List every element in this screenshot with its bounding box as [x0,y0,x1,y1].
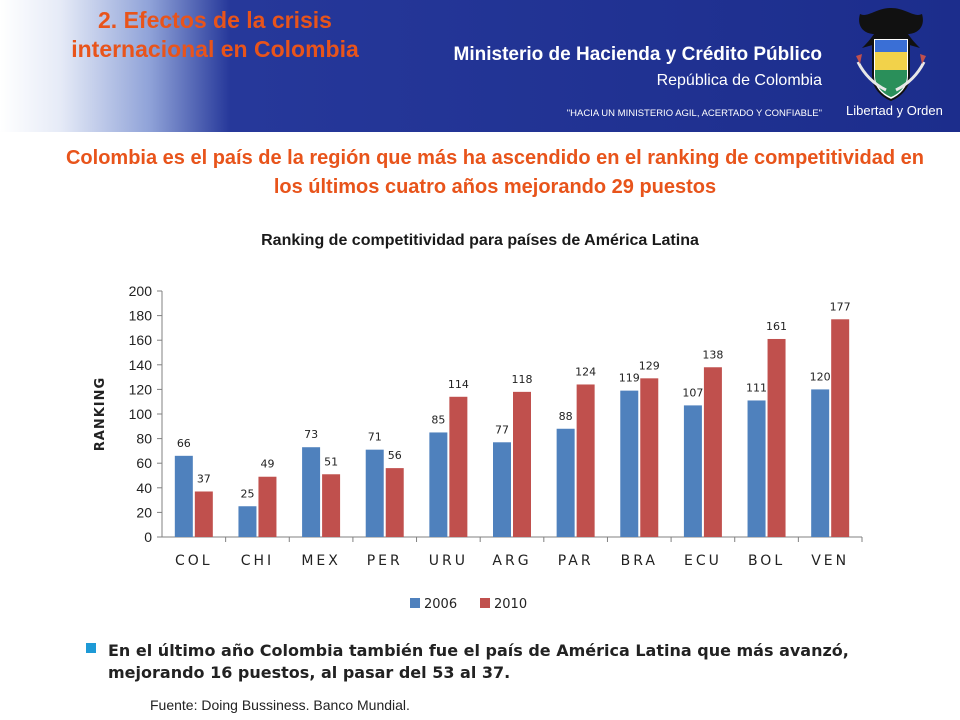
y-tick-label: 60 [136,455,152,471]
bar-2010-col [194,491,213,537]
legend-swatch-2006 [410,598,420,608]
y-axis-label: RANKING [93,377,108,451]
x-tick-label-col: COL [175,553,213,569]
x-tick-label-bra: BRA [621,553,658,569]
ministry-country: República de Colombia [656,72,822,89]
x-tick-label-uru: URU [429,553,468,569]
data-label-2006-ecu: 107 [682,386,703,399]
bar-2010-uru [449,396,468,537]
y-tick-label: 100 [129,406,153,422]
data-label-2010-per: 56 [388,449,402,462]
x-tick-label-par: PAR [558,553,594,569]
bar-2006-per [365,449,384,537]
bar-2006-bol [747,400,766,537]
bar-2006-ven [811,389,830,537]
coat-of-arms-icon [856,8,926,102]
bar-2010-par [576,384,595,537]
ministry-name: Ministerio de Hacienda y Crédito Público [453,44,822,65]
data-label-2006-uru: 85 [431,413,445,426]
headline: Colombia es el país de la región que más… [65,147,924,198]
data-label-2010-chi: 49 [260,458,274,471]
x-tick-label-mex: MEX [301,553,341,569]
bar-2010-chi [258,476,277,537]
data-label-2010-ecu: 138 [702,348,723,361]
y-tick-label: 120 [129,381,153,397]
legend-label-2010: 2010 [494,597,527,612]
data-label-2010-arg: 118 [512,373,533,386]
data-label-2010-mex: 51 [324,455,338,468]
bar-2010-per [385,468,404,537]
data-label-2010-bra: 129 [639,359,660,372]
legend-swatch-2010 [480,598,490,608]
y-tick-label: 180 [129,308,153,324]
section-title: 2. Efectos de la crisis internacional en… [71,7,359,62]
ministry-block: Ministerio de Hacienda y Crédito Público… [454,44,822,90]
data-label-2006-bol: 111 [746,381,767,394]
bar-2010-bol [767,338,786,537]
source-text: Fuente: Doing Bussiness. Banco Mundial. [150,697,410,713]
bar-2010-bra [640,378,659,537]
y-tick-label: 0 [144,529,152,545]
bar-2006-col [174,455,193,537]
bullet-marker-icon [86,643,96,653]
bar-chart: 0 20 40 60 80 100 120 140 160 180 200 RANKING COL 66 3… [93,283,863,612]
data-label-2010-ven: 177 [830,300,851,313]
x-tick-label-ven: VEN [811,553,849,569]
y-tick-label: 140 [129,357,153,373]
bar-2006-arg [493,442,511,537]
chart-title: Ranking de competitividad para países de… [261,232,699,249]
bar-2006-chi [238,506,257,537]
bar-2010-ecu [703,367,722,537]
data-label-2006-ven: 120 [810,370,831,383]
data-label-2006-per: 71 [368,431,382,444]
x-tick-label-arg: ARG [492,553,531,569]
x-tick-label-ecu: ECU [684,553,722,569]
x-tick-label-bol: BOL [748,553,785,569]
data-label-2006-arg: 77 [495,423,509,436]
bar-2006-par [556,428,575,537]
y-tick-label: 80 [136,431,152,447]
data-label-2010-uru: 114 [448,378,469,391]
legend-label-2006: 2006 [424,597,457,612]
bar-2006-uru [429,432,448,537]
data-label-2006-par: 88 [559,410,573,423]
y-tick-label: 160 [129,332,153,348]
data-label-2006-col: 66 [177,437,191,450]
y-tick-label: 40 [136,480,152,496]
ministry-motto: "HACIA UN MINISTERIO AGIL, ACERTADO Y CO… [566,108,822,119]
crest-caption: Libertad y Orden [846,103,943,118]
note-text: En el último año Colombia también fue el… [108,641,849,682]
bar-2010-mex [322,474,341,537]
bar-2010-arg [513,391,531,537]
bar-2006-mex [302,447,321,537]
data-label-2006-bra: 119 [619,372,640,385]
data-label-2006-mex: 73 [304,428,318,441]
data-label-2006-chi: 25 [240,487,254,500]
y-tick-label: 200 [129,283,153,299]
x-tick-label-chi: CHI [241,553,274,569]
data-label-2010-col: 37 [197,472,211,485]
header-banner: 2. Efectos de la crisis internacional en… [0,0,960,132]
bar-2010-ven [831,319,850,537]
x-tick-label-per: PER [367,553,403,569]
data-label-2010-par: 124 [575,365,596,378]
data-label-2010-bol: 161 [766,320,787,333]
bar-2006-ecu [683,405,702,537]
bar-2006-bra [620,390,639,537]
y-tick-label: 20 [136,504,152,520]
